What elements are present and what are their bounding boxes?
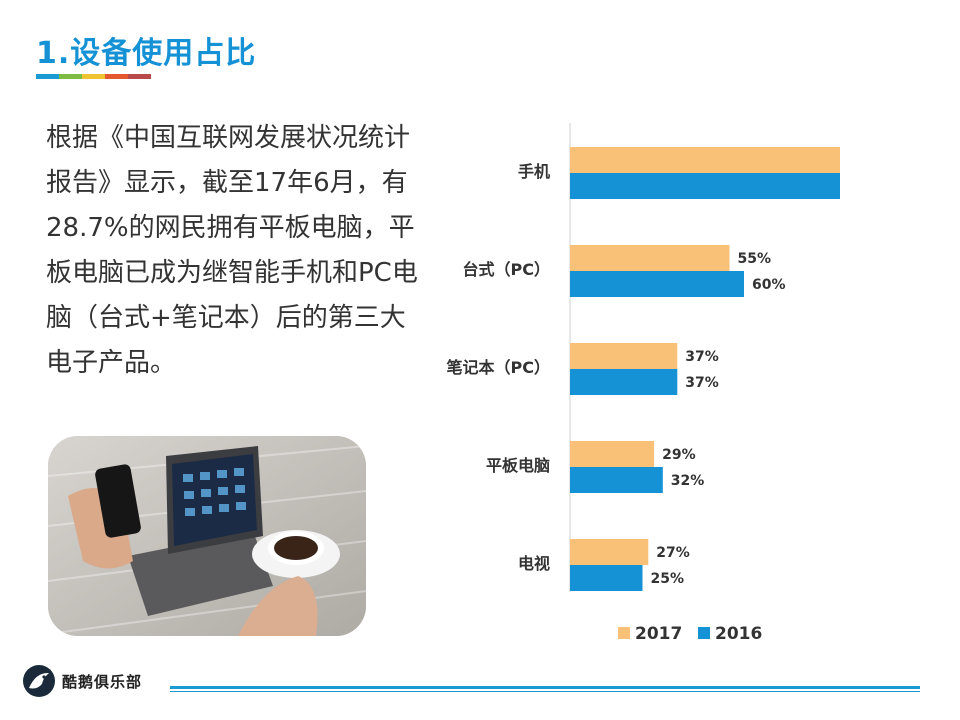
- legend-swatch-2016: [698, 627, 710, 639]
- title-strip-segment: [59, 74, 82, 79]
- footer-logo-text: 酷鹅俱乐部: [62, 672, 143, 691]
- data-label: 29%: [662, 447, 696, 463]
- penguin-icon: [23, 665, 55, 697]
- bar-2016: [570, 173, 840, 199]
- category-label: 电视: [518, 554, 550, 573]
- data-label: 55%: [738, 251, 772, 267]
- title-color-strip: [36, 74, 151, 79]
- bar-2016: [570, 565, 643, 591]
- title-strip-segment: [82, 74, 105, 79]
- title-strip-segment: [105, 74, 128, 79]
- device-usage-bar-chart: 手机96%95%台式（PC）55%60%笔记本（PC）37%37%平板电脑29%…: [447, 123, 840, 644]
- legend-label: 2016: [715, 624, 762, 644]
- data-label: 27%: [656, 545, 690, 561]
- footer-logo: 酷鹅俱乐部: [22, 664, 142, 698]
- data-label: 60%: [752, 277, 786, 293]
- legend-swatch-2017: [618, 627, 630, 639]
- bar-2016: [570, 271, 744, 297]
- bar-2017: [570, 343, 678, 369]
- title-strip-segment: [36, 74, 59, 79]
- category-label: 手机: [518, 162, 550, 181]
- bar-2017: [570, 441, 655, 467]
- page-title: 1.设备使用占比: [36, 36, 257, 71]
- bar-2016: [570, 369, 678, 395]
- bar-2017: [570, 245, 730, 271]
- category-label: 台式（PC）: [463, 260, 550, 279]
- data-label: 32%: [671, 473, 705, 489]
- data-label: 25%: [651, 571, 685, 587]
- body-paragraph: 根据《中国互联网发展状况统计报告》显示，截至17年6月，有28.7%的网民拥有平…: [46, 123, 418, 378]
- data-label: 37%: [685, 375, 719, 391]
- bar-2017: [570, 147, 840, 173]
- bar-2016: [570, 467, 663, 493]
- legend-label: 2017: [635, 624, 682, 644]
- footer-divider-thin: [170, 691, 920, 692]
- category-label: 平板电脑: [486, 456, 550, 475]
- data-label: 37%: [685, 349, 719, 365]
- footer-divider: [170, 686, 920, 689]
- title-strip-segment: [128, 74, 151, 79]
- tablet-phone-coffee-photo: [48, 436, 366, 636]
- bar-2017: [570, 539, 649, 565]
- category-label: 笔记本（PC）: [447, 358, 550, 377]
